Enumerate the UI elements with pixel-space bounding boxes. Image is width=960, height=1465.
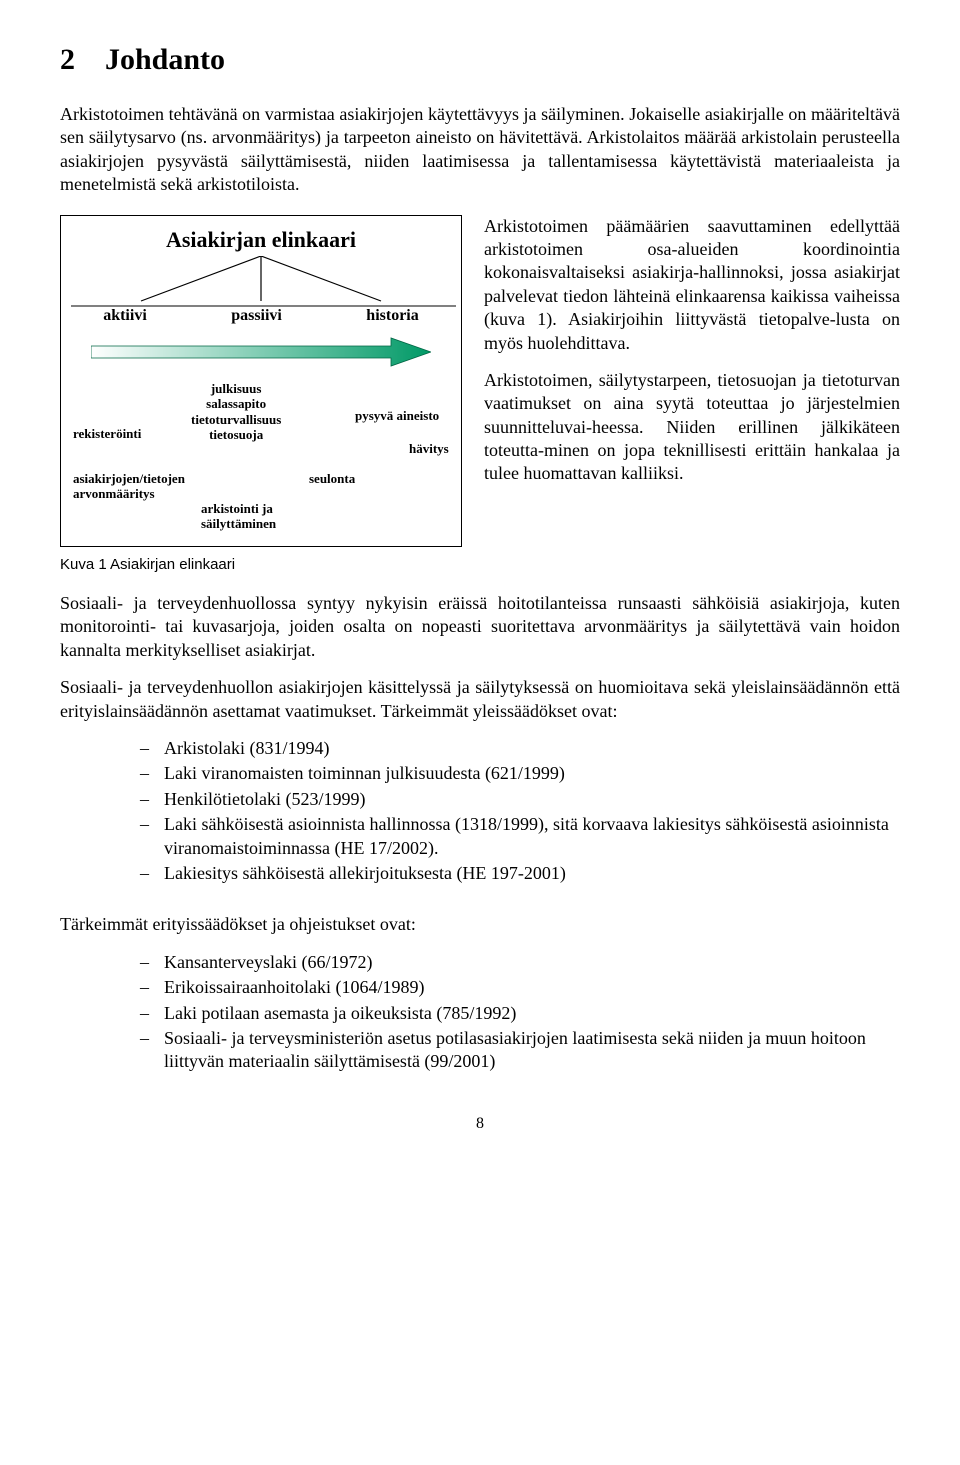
side-column: Arkistotoimen päämäärien saavuttaminen e… bbox=[484, 215, 900, 500]
list-item: –Laki sähköisestä asioinnista hallinnoss… bbox=[140, 813, 900, 860]
lifecycle-diagram: Asiakirjan elinkaari aktiivi passiivi hi… bbox=[60, 215, 462, 547]
midbox-labels: julkisuus salassapito tietoturvallisuus … bbox=[191, 381, 281, 443]
list-item: –Kansanterveyslaki (66/1972) bbox=[140, 951, 900, 974]
chapter-number: 2 bbox=[60, 43, 75, 76]
intro-paragraph: Arkistotoimen tehtävänä on varmistaa asi… bbox=[60, 103, 900, 197]
diagram-caption: Kuva 1 Asiakirjan elinkaari bbox=[60, 555, 462, 575]
midbox-line: tietoturvallisuus bbox=[191, 412, 281, 428]
phase-historia: historia bbox=[366, 306, 418, 327]
label-asiakirjojen: asiakirjojen/tietojen arvonmääritys bbox=[73, 471, 185, 502]
chapter-heading: 2 Johdanto bbox=[60, 40, 900, 79]
phase-aktiivi: aktiivi bbox=[103, 306, 147, 327]
side-paragraph: Arkistotoimen, säilytystarpeen, tietosuo… bbox=[484, 369, 900, 486]
side-paragraph: Arkistotoimen päämäärien saavuttaminen e… bbox=[484, 215, 900, 355]
body-paragraph: Sosiaali- ja terveydenhuollon asiakirjoj… bbox=[60, 676, 900, 723]
list-item: –Laki viranomaisten toiminnan julkisuude… bbox=[140, 762, 900, 785]
law-list-2: –Kansanterveyslaki (66/1972) –Erikoissai… bbox=[60, 951, 900, 1074]
list-text: Henkilötietolaki (523/1999) bbox=[164, 788, 900, 811]
list-text: Arkistolaki (831/1994) bbox=[164, 737, 900, 760]
law-list-1: –Arkistolaki (831/1994) –Laki viranomais… bbox=[60, 737, 900, 885]
diagram-title: Asiakirjan elinkaari bbox=[61, 226, 461, 255]
dash-icon: – bbox=[140, 762, 164, 785]
label-arkistointi: arkistointi ja säilyttäminen bbox=[201, 501, 276, 532]
midbox-line: tietosuoja bbox=[191, 427, 281, 443]
dash-icon: – bbox=[140, 862, 164, 885]
list-text: Erikoissairaanhoitolaki (1064/1989) bbox=[164, 976, 900, 999]
list-item: –Sosiaali- ja terveysministeriön asetus … bbox=[140, 1027, 900, 1074]
page-number: 8 bbox=[60, 1114, 900, 1135]
phase-row: aktiivi passiivi historia bbox=[61, 306, 461, 327]
dash-icon: – bbox=[140, 1027, 164, 1074]
dash-icon: – bbox=[140, 1002, 164, 1025]
dash-icon: – bbox=[140, 737, 164, 760]
dash-icon: – bbox=[140, 788, 164, 811]
list-text: Kansanterveyslaki (66/1972) bbox=[164, 951, 900, 974]
list-text: Lakiesitys sähköisestä allekirjoituksest… bbox=[164, 862, 900, 885]
midbox-line: salassapito bbox=[191, 396, 281, 412]
label-seulonta: seulonta bbox=[309, 471, 355, 488]
list-text: Laki sähköisestä asioinnista hallinnossa… bbox=[164, 813, 900, 860]
phase-passiivi: passiivi bbox=[231, 306, 282, 327]
list-item: –Lakiesitys sähköisestä allekirjoitukses… bbox=[140, 862, 900, 885]
chapter-title: Johdanto bbox=[105, 43, 225, 76]
timeline-arrow bbox=[91, 336, 431, 368]
midbox-line: julkisuus bbox=[191, 381, 281, 397]
list-item: –Arkistolaki (831/1994) bbox=[140, 737, 900, 760]
dash-icon: – bbox=[140, 976, 164, 999]
label-rekisterointi: rekisteröinti bbox=[73, 426, 141, 443]
list-text: Laki viranomaisten toiminnan julkisuudes… bbox=[164, 762, 900, 785]
list-item: –Henkilötietolaki (523/1999) bbox=[140, 788, 900, 811]
list-item: –Laki potilaan asemasta ja oikeuksista (… bbox=[140, 1002, 900, 1025]
list-text: Sosiaali- ja terveysministeriön asetus p… bbox=[164, 1027, 900, 1074]
label-havitys: hävitys bbox=[409, 441, 449, 458]
dash-icon: – bbox=[140, 951, 164, 974]
label-pysyva: pysyvä aineisto bbox=[355, 408, 439, 425]
body-paragraph: Tärkeimmät erityissäädökset ja ohjeistuk… bbox=[60, 913, 900, 936]
diagram-column: Asiakirjan elinkaari aktiivi passiivi hi… bbox=[60, 215, 462, 575]
body-paragraph: Sosiaali- ja terveydenhuollossa syntyy n… bbox=[60, 592, 900, 662]
list-text: Laki potilaan asemasta ja oikeuksista (7… bbox=[164, 1002, 900, 1025]
branch-lines bbox=[61, 256, 461, 311]
dash-icon: – bbox=[140, 813, 164, 860]
list-item: –Erikoissairaanhoitolaki (1064/1989) bbox=[140, 976, 900, 999]
